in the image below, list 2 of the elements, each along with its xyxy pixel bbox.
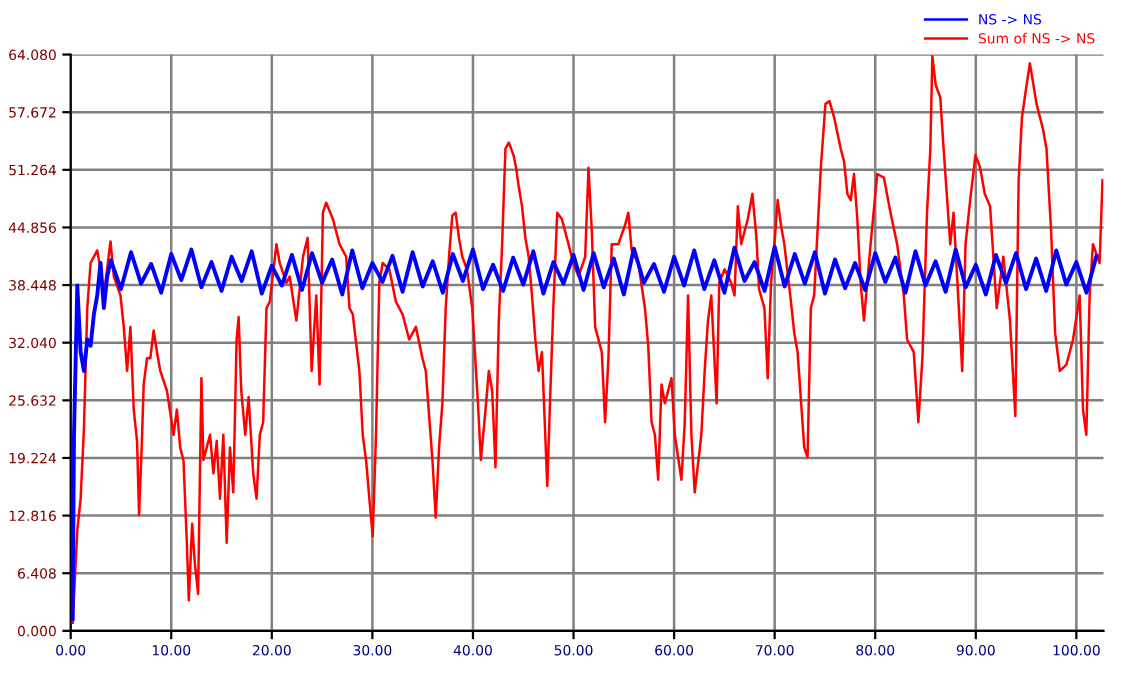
line-series xyxy=(71,54,1104,625)
line-series xyxy=(70,244,1099,622)
